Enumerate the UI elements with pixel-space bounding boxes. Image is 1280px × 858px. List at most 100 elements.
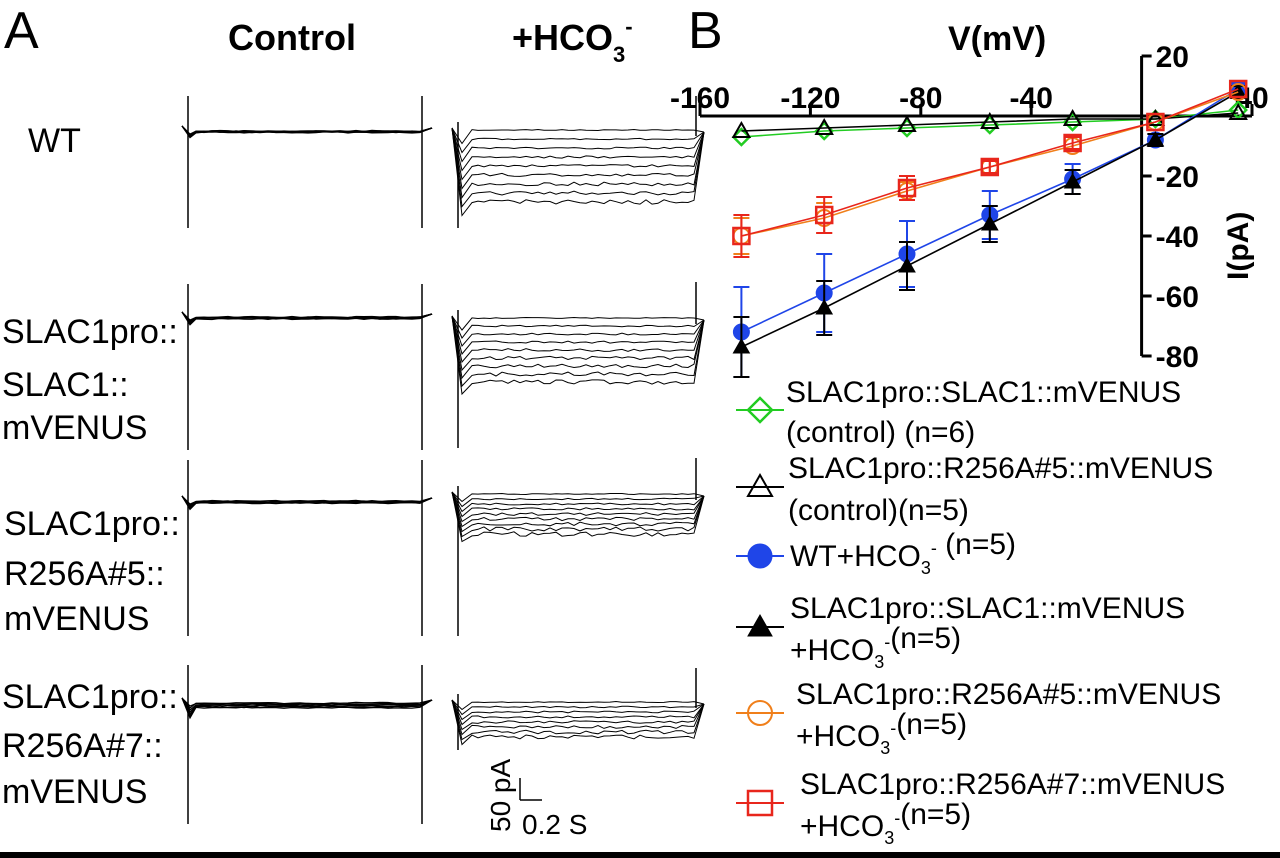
y-tick-label: -40 <box>1156 221 1199 254</box>
hco3-sup: - <box>625 14 632 39</box>
trace-slac1-control <box>181 284 433 450</box>
iv-series <box>731 79 1248 378</box>
legend-text-part: (control)(n=5) <box>788 494 969 527</box>
legend-text-part: SLAC1pro::R256A#5::mVENUS <box>788 452 1213 485</box>
legend-superscript: - <box>884 632 890 652</box>
legend-subscript: 3 <box>921 558 931 578</box>
legend-superscript: - <box>894 808 900 828</box>
legend-text: +HCO3-(n=5) <box>796 708 967 758</box>
row-label-2-line-1: SLAC1pro:: <box>2 313 178 351</box>
panel-b-letter: B <box>688 2 723 60</box>
data-point <box>1228 102 1248 120</box>
legend-item-1: SLAC1pro::SLAC1::mVENUS(control) (n=6) <box>736 376 1181 449</box>
legend-marker <box>746 472 774 497</box>
x-tick-label: -80 <box>899 82 942 115</box>
x-axis-label: V(mV) <box>948 20 1046 58</box>
x-tick-label: -40 <box>1010 82 1053 115</box>
legend-text-part: +HCO <box>790 634 874 667</box>
data-point <box>1062 108 1083 126</box>
hco3-sub: 3 <box>613 42 625 67</box>
data-point <box>1063 172 1082 189</box>
trace-slac1-hco3 <box>451 282 705 448</box>
y-tick-label: -20 <box>1156 161 1199 194</box>
legend-marker <box>747 613 773 637</box>
data-point <box>731 120 752 138</box>
legend-marker <box>747 543 773 569</box>
trace-wt-hco3 <box>451 96 705 228</box>
row-label-3-line-1: SLAC1pro:: <box>4 505 180 543</box>
legend: SLAC1pro::SLAC1::mVENUS(control) (n=6)SL… <box>736 376 1225 848</box>
row-label-2-line-3: mVENUS <box>2 409 147 447</box>
legend-item-3: WT+HCO3- (n=5) <box>736 528 1016 578</box>
legend-text-part: +HCO <box>796 720 880 753</box>
data-point <box>1228 79 1248 99</box>
trace-r256a5-control <box>181 460 433 636</box>
legend-text: (control)(n=5) <box>788 494 969 527</box>
legend-text-part: SLAC1pro::SLAC1::mVENUS <box>786 376 1181 409</box>
row-label-3-line-3: mVENUS <box>4 600 149 638</box>
panel-a: A Control +HCO3- WTSLAC1pro::SLAC1::mVEN… <box>2 2 705 840</box>
legend-item-6: SLAC1pro::R256A#7::mVENUS+HCO3-(n=5) <box>736 768 1225 848</box>
panel-b: B V(mV) I(pA) -160 -120 -80 -40 4020-20-40-6… <box>670 2 1269 848</box>
legend-subscript: 3 <box>880 738 890 758</box>
legend-text-part: WT+HCO <box>790 540 921 573</box>
bottom-rule <box>0 852 1280 858</box>
legend-item-4: SLAC1pro::SLAC1::mVENUS+HCO3-(n=5) <box>736 592 1185 672</box>
data-point <box>1063 133 1082 153</box>
legend-marker <box>746 789 774 817</box>
legend-marker <box>746 396 774 424</box>
legend-marker <box>747 700 773 726</box>
legend-text-part: (control) (n=6) <box>786 416 975 449</box>
panel-a-letter: A <box>4 2 39 60</box>
data-point <box>897 178 917 198</box>
legend-superscript: - <box>931 538 937 558</box>
data-point <box>1145 108 1166 126</box>
trace-r256a7-control <box>181 665 433 824</box>
data-point <box>814 117 834 135</box>
legend-text: SLAC1pro::R256A#7::mVENUS <box>800 768 1225 801</box>
data-point <box>814 205 834 225</box>
legend-text: SLAC1pro::SLAC1::mVENUS <box>790 592 1185 625</box>
legend-text: (control) (n=6) <box>786 416 975 449</box>
row-label-4-line-2: R256A#7:: <box>2 727 163 765</box>
trace-r256a7-hco3 <box>451 668 705 750</box>
legend-text-part: +HCO <box>800 810 884 843</box>
legend-text: SLAC1pro::R256A#5::mVENUS <box>788 452 1213 485</box>
data-point <box>732 337 751 354</box>
series-4 <box>732 82 1248 378</box>
data-point <box>1146 112 1165 132</box>
row-label-1-line-1: WT <box>28 122 81 160</box>
legend-text-part: SLAC1pro::R256A#7::mVENUS <box>800 768 1225 801</box>
row-label-4-line-3: mVENUS <box>2 773 147 811</box>
column-header-control: Control <box>228 17 356 58</box>
legend-subscript: 3 <box>884 828 894 848</box>
legend-text-part: (n=5) <box>896 708 967 741</box>
scale-bar-current-label: 50 pA <box>485 759 516 832</box>
legend-text-part: SLAC1pro::R256A#5::mVENUS <box>796 678 1221 711</box>
trace-r256a5-hco3 <box>451 458 705 636</box>
legend-text-part: (n=5) <box>937 528 1016 561</box>
data-point <box>897 114 917 132</box>
legend-text: +HCO3-(n=5) <box>790 622 961 672</box>
row-label-2-line-2: SLAC1:: <box>2 366 129 404</box>
data-point <box>898 256 916 273</box>
series-6 <box>732 79 1248 258</box>
column-header-hco3: +HCO3- <box>512 14 633 67</box>
legend-item-5: SLAC1pro::R256A#5::mVENUS+HCO3-(n=5) <box>736 678 1221 758</box>
legend-text-part: (n=5) <box>890 622 961 655</box>
legend-item-2: SLAC1pro::R256A#5::mVENUS (control)(n=5) <box>736 452 1213 527</box>
row-label-4-line-1: SLAC1pro:: <box>2 678 178 716</box>
current-traces <box>181 96 705 824</box>
row-labels: WTSLAC1pro::SLAC1::mVENUSSLAC1pro::R256A… <box>2 122 180 811</box>
legend-text-part: (n=5) <box>900 798 971 831</box>
legend-text: SLAC1pro::SLAC1::mVENUS <box>786 376 1181 409</box>
legend-superscript: - <box>890 718 896 738</box>
y-axis-label: I(pA) <box>1222 212 1255 280</box>
data-point <box>1146 130 1165 147</box>
x-tick-label: -160 <box>670 82 730 115</box>
scale-bar: 50 pA 0.2 S <box>485 759 587 840</box>
x-tick-label: -120 <box>780 82 840 115</box>
legend-text: +HCO3-(n=5) <box>800 798 971 848</box>
hco3-main: +HCO <box>512 17 613 58</box>
